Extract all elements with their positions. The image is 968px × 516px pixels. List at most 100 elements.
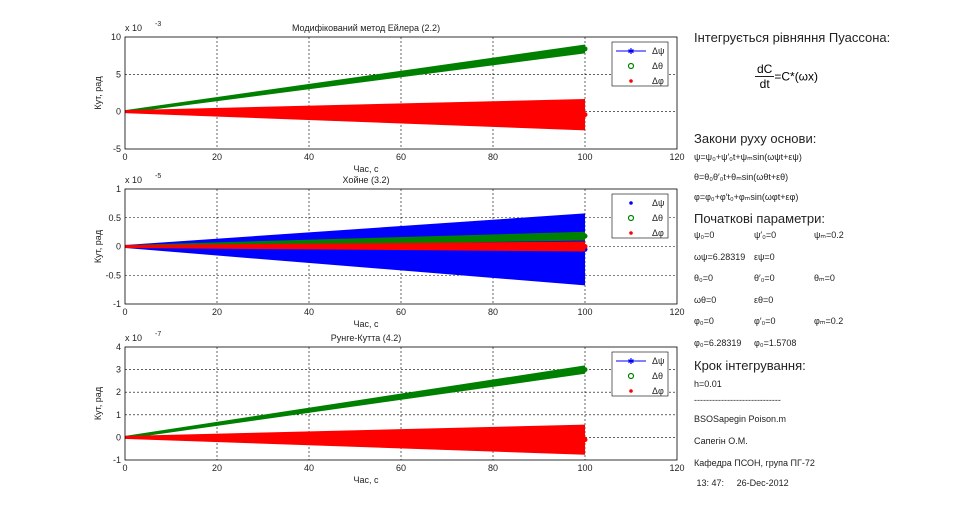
y-tick-label: -1 <box>113 455 121 465</box>
series-end-marker <box>582 437 588 443</box>
legend-label: Δθ <box>652 61 663 71</box>
y-axis-label: Кут, рад <box>93 76 103 110</box>
department: Кафедра ПСОН, група ПГ-72 <box>694 458 815 468</box>
x-tick-label: 120 <box>669 307 684 317</box>
legend-marker: ✱ <box>628 47 635 56</box>
x-tick-label: 60 <box>396 463 406 473</box>
axis-exponent: -3 <box>155 21 161 28</box>
x-axis-label: Час, с <box>353 164 379 174</box>
param: φₘ=0.2 <box>814 316 844 326</box>
params-title: Початкові параметри: <box>694 211 825 226</box>
param: ωθ=0 <box>694 295 717 305</box>
formula-numerator: dC <box>755 62 775 77</box>
series-Δφ-band <box>125 241 585 252</box>
param: θₘ=0 <box>814 273 835 283</box>
x-axis-label: Час, с <box>353 475 379 485</box>
params-table: ψ₀=0 ψ′₀=0 ψₘ=0.2 ωψ=6.28319 εψ=0 θ₀=0 θ′₀=0… <box>694 230 964 348</box>
param: ψ₀=0 <box>694 230 715 240</box>
x-tick-label: 100 <box>577 307 592 317</box>
legend-label: Δφ <box>652 228 664 238</box>
y-tick-label: 0 <box>116 242 121 252</box>
series-end-marker <box>582 112 588 118</box>
param: φ′₀=0 <box>754 316 776 326</box>
step-value: h=0.01 <box>694 379 722 389</box>
formula-rhs: =C*(ωx) <box>774 69 819 84</box>
param <box>814 295 874 305</box>
param: εθ=0 <box>754 295 774 305</box>
axis-multiplier: x 10 <box>125 333 142 343</box>
x-tick-label: 0 <box>122 307 127 317</box>
x-tick-label: 40 <box>304 463 314 473</box>
y-tick-label: 4 <box>116 342 121 352</box>
step-title: Крок інтегрування: <box>694 358 806 373</box>
legend-marker <box>627 214 635 222</box>
chart-title: Хойне (3.2) <box>343 175 390 185</box>
y-tick-label: 10 <box>111 32 121 42</box>
law-theta: θ=θ₀θ′₀t+θₘsin(ωθt+εθ) <box>694 172 789 182</box>
x-tick-label: 100 <box>577 463 592 473</box>
y-tick-label: 3 <box>116 365 121 375</box>
legend-label: Δθ <box>652 371 663 381</box>
legend-label: Δφ <box>652 386 664 396</box>
legend-marker <box>629 389 633 393</box>
series-Δθ-band <box>125 231 585 248</box>
axis-exponent: -5 <box>155 173 161 180</box>
y-axis-label: Кут, рад <box>93 229 103 263</box>
poisson-formula: dC dt =C*(ωx) <box>755 62 818 91</box>
laws-title: Закони руху основи: <box>694 131 817 146</box>
x-tick-label: 80 <box>488 463 498 473</box>
param: ωψ=6.28319 <box>694 252 746 262</box>
separator: ----------------------------- <box>694 395 781 405</box>
series-end-marker <box>582 244 588 249</box>
time: 13: 47: <box>696 478 725 488</box>
timestamp: 13: 47: 26-Dec-2012 <box>694 478 964 488</box>
x-tick-label: 20 <box>212 307 222 317</box>
series-Δθ-band <box>125 365 585 439</box>
x-tick-label: 20 <box>212 152 222 162</box>
series-Δφ-band <box>125 98 585 131</box>
legend-marker <box>627 62 635 70</box>
x-tick-label: 120 <box>669 463 684 473</box>
axis-exponent: -7 <box>155 331 161 338</box>
x-tick-label: 20 <box>212 463 222 473</box>
y-tick-label: 1 <box>116 184 121 194</box>
x-tick-label: 60 <box>396 152 406 162</box>
x-tick-label: 100 <box>577 152 592 162</box>
param: θ′₀=0 <box>754 273 775 283</box>
param: φ₀=6.28319 <box>694 338 742 348</box>
y-tick-label: 5 <box>116 69 121 79</box>
formula-denominator: dt <box>759 77 770 91</box>
file-name: BSOSapegin Poison.m <box>694 414 787 424</box>
author-name: Сапегін О.М. <box>694 436 748 446</box>
series-Δφ-band <box>125 424 585 455</box>
legend-label: Δψ <box>652 198 664 208</box>
x-tick-label: 0 <box>122 463 127 473</box>
chart-title: Модифікований метод Ейлера (2.2) <box>292 23 440 33</box>
x-tick-label: 60 <box>396 307 406 317</box>
law-phi: φ=φ₀+φ′t₀+φₘsin(ωφt+εφ) <box>694 192 799 202</box>
axes-box <box>124 188 678 305</box>
chart-title: Рунге-Кутта (4.2) <box>331 333 401 343</box>
y-tick-label: 0.5 <box>108 213 121 223</box>
equation-title: Інтегрується рівняння Пуассона: <box>694 30 891 45</box>
x-axis-label: Час, с <box>353 319 379 329</box>
y-tick-label: -0.5 <box>105 270 121 280</box>
legend-label: Δψ <box>652 356 664 366</box>
param: ψ′₀=0 <box>754 230 777 240</box>
axes-box <box>124 36 678 150</box>
param: εψ=0 <box>754 252 775 262</box>
param: θ₀=0 <box>694 273 714 283</box>
x-tick-label: 80 <box>488 307 498 317</box>
x-tick-label: 120 <box>669 152 684 162</box>
legend-box <box>611 193 669 239</box>
x-tick-label: 40 <box>304 307 314 317</box>
legend-box <box>611 41 669 87</box>
param <box>814 252 874 262</box>
series-end-marker <box>582 233 588 239</box>
x-tick-label: 40 <box>304 152 314 162</box>
legend-marker <box>629 201 633 205</box>
y-tick-label: -1 <box>113 299 121 309</box>
y-tick-label: 0 <box>116 432 121 442</box>
series-end-marker <box>582 367 588 373</box>
